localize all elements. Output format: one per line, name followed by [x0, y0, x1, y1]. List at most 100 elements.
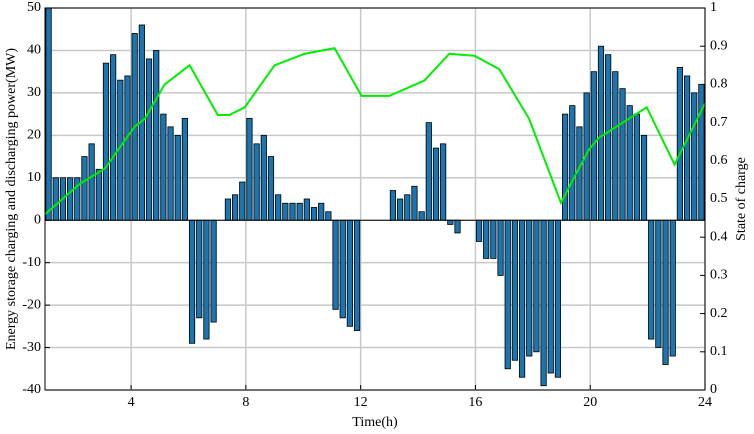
- y2-tick-label: 0.5: [710, 191, 728, 206]
- bar: [418, 211, 425, 221]
- bar: [597, 45, 605, 221]
- bar: [124, 75, 131, 221]
- bar: [497, 219, 504, 276]
- bar: [267, 156, 275, 221]
- bar: [325, 211, 332, 221]
- bar: [454, 219, 461, 234]
- bar: [52, 177, 59, 221]
- y-tick-label: 40: [27, 43, 41, 58]
- bar: [619, 88, 626, 221]
- bar: [404, 194, 411, 221]
- bar: [475, 219, 483, 242]
- bar: [275, 194, 282, 221]
- bar: [440, 143, 447, 221]
- bar: [504, 219, 511, 370]
- soc-line: [44, 46, 706, 216]
- bar: [303, 198, 310, 221]
- bar: [676, 67, 683, 221]
- y2-tick-label: 0.3: [710, 268, 728, 283]
- x-axis-label: Time(h): [352, 415, 398, 430]
- bar: [339, 219, 346, 319]
- bar: [310, 207, 318, 221]
- bar: [282, 202, 289, 221]
- bar: [210, 219, 217, 323]
- y-tick-label: -40: [22, 382, 41, 397]
- plot-frame: [44, 7, 706, 391]
- bar: [518, 219, 526, 378]
- y-tick-label: -20: [22, 297, 41, 312]
- y-tick-label: -10: [22, 255, 41, 270]
- bar: [174, 134, 181, 221]
- bar: [67, 177, 74, 221]
- bar: [633, 113, 640, 221]
- y-tick-label: 30: [27, 85, 41, 100]
- bar: [691, 92, 698, 221]
- y-tick-label: 20: [27, 128, 41, 143]
- bar: [626, 105, 633, 221]
- bar: [88, 143, 95, 221]
- x-tick-label: 16: [468, 395, 482, 410]
- bar: [110, 54, 117, 221]
- bar: [447, 219, 454, 225]
- x-tick-label: 20: [583, 395, 597, 410]
- bar: [332, 219, 339, 310]
- bar: [655, 219, 662, 348]
- bar: [389, 190, 397, 221]
- bar: [425, 122, 432, 221]
- bar: [296, 202, 303, 221]
- bar: [648, 219, 655, 340]
- y2-tick-label: 0.9: [710, 38, 728, 53]
- y2-tick-label: 0.1: [710, 344, 728, 359]
- bar: [239, 181, 246, 221]
- bar: [318, 202, 325, 221]
- y2-axis-label: State of charge: [734, 157, 749, 241]
- bar: [540, 219, 547, 387]
- bar: [612, 71, 619, 221]
- y-tick-label: 0: [34, 212, 41, 227]
- bar: [411, 185, 418, 221]
- bar: [346, 219, 353, 327]
- y2-tick-label: 0.7: [710, 115, 728, 130]
- bar: [253, 143, 260, 221]
- bar: [102, 62, 110, 221]
- bar: [353, 219, 361, 331]
- bar: [547, 219, 554, 374]
- bar: [662, 219, 669, 365]
- bar: [569, 105, 576, 221]
- bar: [232, 194, 239, 221]
- y2-tick-label: 0.6: [710, 153, 728, 168]
- bar: [260, 134, 267, 221]
- y2-tick-label: 1: [710, 0, 717, 15]
- y2-tick-label: 0.8: [710, 77, 728, 92]
- bar: [181, 117, 188, 221]
- y-axis-label: Energy storage charging and discharging …: [4, 48, 19, 350]
- y2-tick-label: 0: [710, 382, 717, 397]
- x-tick-label: 8: [242, 395, 249, 410]
- x-tick-label: 4: [128, 395, 135, 410]
- bar: [167, 126, 174, 221]
- bar: [526, 219, 533, 357]
- bar: [188, 219, 196, 344]
- bar: [605, 54, 612, 221]
- y-tick-label: -30: [22, 340, 41, 355]
- bar: [81, 156, 88, 221]
- y2-tick-label: 0.4: [710, 229, 728, 244]
- bar: [562, 113, 569, 221]
- bar: [511, 219, 518, 361]
- bar: [554, 219, 562, 378]
- bar: [160, 113, 167, 221]
- bar: [224, 198, 232, 221]
- bar: [490, 219, 497, 259]
- bar: [432, 147, 440, 221]
- bar: [289, 202, 296, 221]
- bar: [576, 126, 583, 221]
- bar: [397, 198, 404, 221]
- bar: [196, 219, 203, 319]
- bar: [95, 168, 102, 221]
- bar: [246, 117, 253, 221]
- bar: [145, 58, 153, 221]
- x-tick-label: 24: [698, 395, 712, 410]
- bar: [640, 134, 648, 221]
- x-tick-label: 12: [354, 395, 368, 410]
